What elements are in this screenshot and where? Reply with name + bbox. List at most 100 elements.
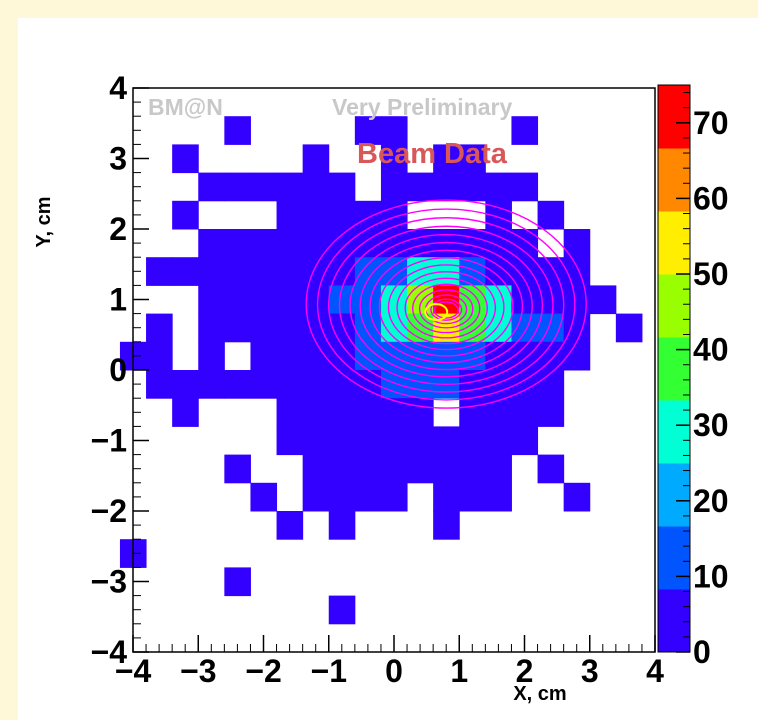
histogram-bin	[433, 454, 460, 484]
contour-line	[387, 264, 505, 351]
histogram-bin	[302, 200, 330, 230]
histogram-bin	[407, 285, 434, 315]
annotation-preliminary: Very Preliminary	[332, 94, 512, 120]
histogram-bin	[380, 426, 408, 456]
histogram-bin	[172, 200, 199, 230]
contour-line	[327, 217, 565, 393]
histogram-bin	[380, 172, 408, 202]
histogram-bin	[276, 172, 304, 202]
histogram-bin	[302, 454, 330, 484]
histogram-bin	[433, 144, 460, 174]
colorbar-segment	[658, 337, 690, 401]
histogram-bin	[485, 172, 512, 202]
histogram-bin	[302, 370, 330, 399]
histogram-bin	[511, 398, 539, 427]
colorbar-segment	[658, 589, 690, 653]
histogram-bin	[354, 313, 382, 343]
histogram-bin	[224, 229, 251, 258]
histogram-bin	[224, 172, 251, 202]
histogram-bin	[354, 454, 382, 484]
histogram-bin	[328, 426, 356, 456]
contour-line	[349, 233, 544, 378]
colorbar-tick-label: 0	[693, 634, 711, 670]
colorbar-tick-label: 60	[693, 180, 729, 216]
histogram-bin	[433, 482, 460, 512]
colorbar-tick-label: 20	[693, 483, 729, 519]
histogram-bin	[407, 172, 434, 202]
histogram-bin	[250, 285, 278, 315]
histogram-bin	[328, 200, 356, 230]
histogram-bin	[563, 313, 591, 343]
histogram-bin	[250, 341, 278, 371]
fit-contours	[305, 199, 587, 409]
histogram-bin	[433, 511, 460, 540]
contour-line	[404, 277, 488, 339]
histogram-bin	[250, 482, 278, 512]
histogram-bin	[276, 426, 304, 456]
histogram-bin	[302, 172, 330, 202]
y-tick-label: 0	[109, 352, 127, 388]
histogram-bin	[328, 482, 356, 512]
histogram-bin	[172, 257, 199, 286]
histogram-bin	[537, 200, 565, 230]
colorbar-segment	[658, 148, 690, 212]
histogram-bin	[589, 285, 617, 315]
colorbar-tick-label: 70	[693, 105, 729, 141]
histogram-bin	[537, 454, 565, 484]
contour-line	[316, 208, 576, 401]
histogram-bin	[563, 482, 591, 512]
histogram-bin	[276, 398, 304, 427]
histogram-bin	[198, 370, 225, 399]
histogram-bin	[250, 229, 278, 258]
histogram-bin	[146, 313, 173, 343]
y-tick-label: 2	[109, 211, 127, 247]
contour-line	[369, 249, 524, 364]
histogram-bin	[380, 229, 408, 258]
histogram-bin	[485, 426, 512, 456]
histogram-bin	[407, 398, 434, 427]
colorbar-segment	[658, 85, 690, 149]
histogram-bin	[276, 341, 304, 371]
histogram-bin	[198, 229, 225, 258]
x-tick-label: 3	[581, 653, 599, 689]
histogram-bin	[198, 313, 225, 343]
histogram-bin	[198, 172, 225, 202]
histogram-bin	[146, 257, 173, 286]
histogram-bin	[563, 257, 591, 286]
histogram-bin	[224, 285, 251, 315]
histogram-bin	[146, 341, 173, 371]
histogram-bin	[511, 426, 539, 456]
histogram-bin	[537, 398, 565, 427]
histogram-bin	[172, 370, 199, 399]
x-axis-label: X, cm	[513, 683, 566, 705]
colorbar-tick-label: 40	[693, 332, 729, 368]
histogram-bin	[250, 257, 278, 286]
contour-line	[396, 271, 497, 345]
histogram-bin	[459, 482, 486, 512]
colorbar-frame	[657, 84, 691, 653]
histogram-bin	[459, 454, 486, 484]
axes: −4−4 −3 −3 −2 −2 −1 −1 0 0 1 1 2 2 3 3 4 4	[91, 70, 665, 689]
x-tick-label: 4	[646, 653, 664, 689]
histogram-bin	[276, 511, 304, 540]
histogram-bin	[276, 285, 304, 315]
histogram-bin	[380, 144, 408, 174]
histogram-bin	[354, 482, 382, 512]
histogram-bin	[433, 172, 460, 202]
histogram-bin	[354, 285, 382, 315]
histogram-bin	[485, 454, 512, 484]
x-tick-label: 2	[516, 653, 534, 689]
y-axis-label: Y, cm	[33, 196, 55, 247]
histogram-bin	[250, 172, 278, 202]
histogram-bin	[328, 370, 356, 399]
histogram-bin	[172, 144, 199, 174]
histogram-bin	[302, 482, 330, 512]
contour-line	[430, 298, 463, 321]
y-tick-label: 3	[109, 141, 127, 177]
y-tick-label: −2	[91, 493, 127, 529]
colorbar-segment	[658, 526, 690, 590]
histogram-bin	[250, 313, 278, 343]
histogram-bin	[328, 511, 356, 540]
colorbar-segment	[658, 211, 690, 275]
annotation-beam-data: Beam Data	[357, 138, 508, 170]
